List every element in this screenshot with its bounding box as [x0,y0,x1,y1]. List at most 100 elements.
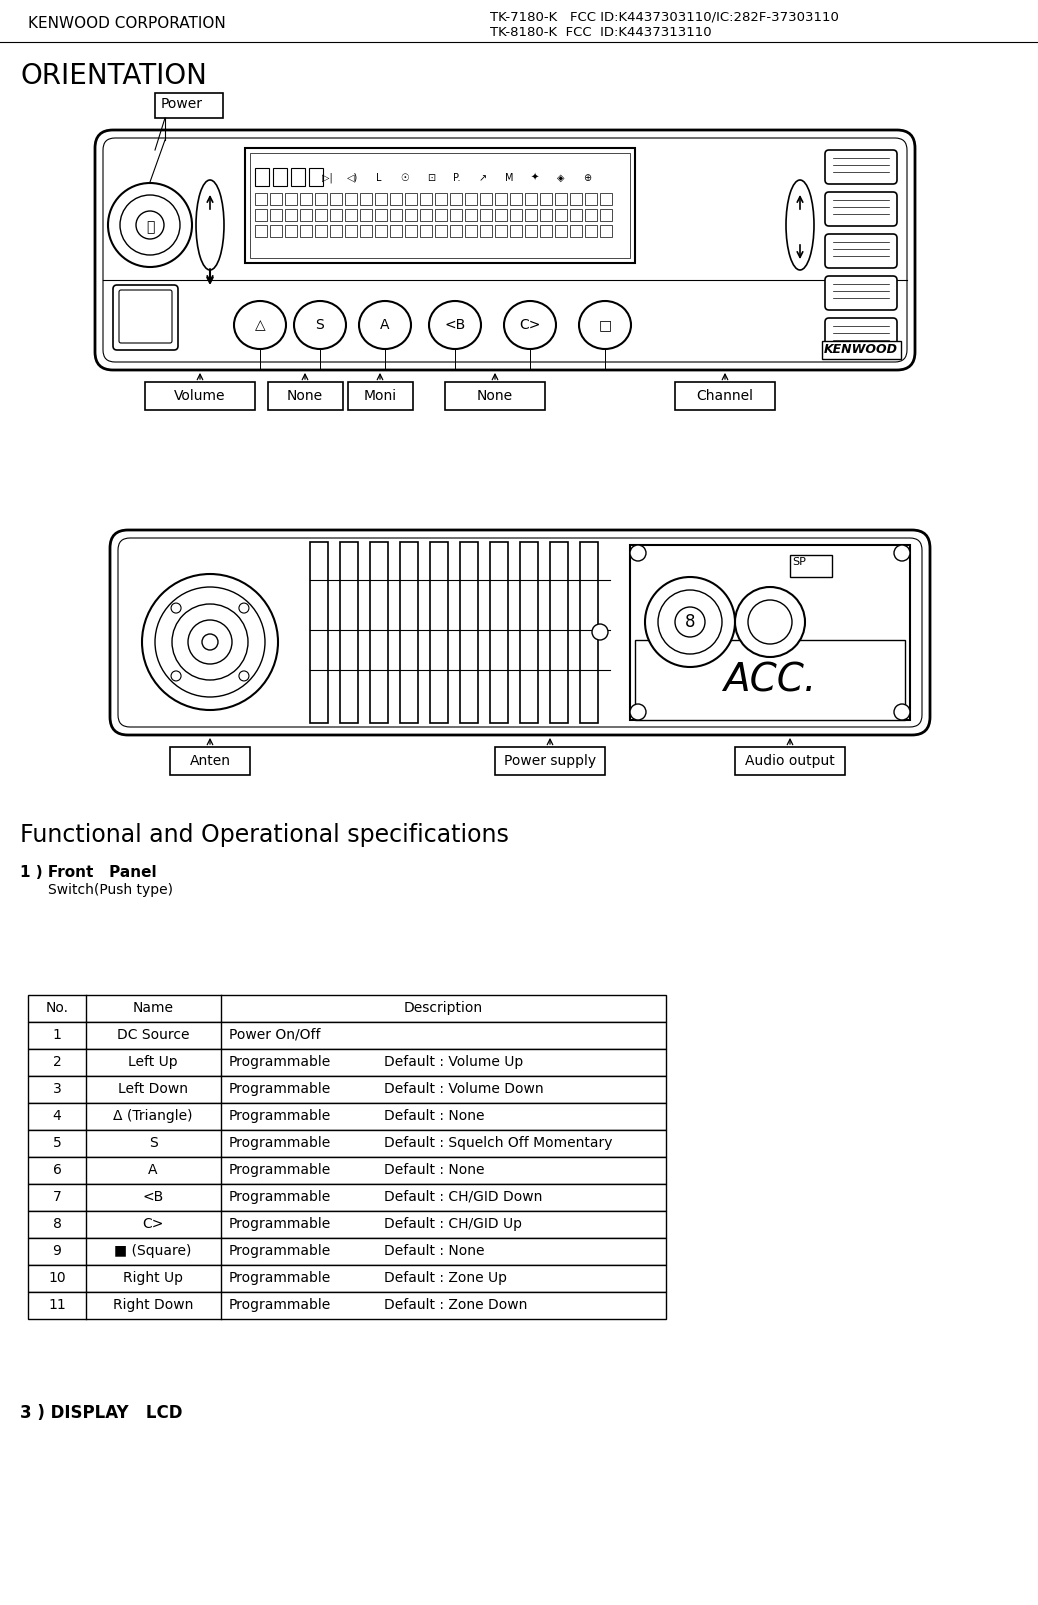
Bar [420,209,432,221]
Bar [495,225,507,238]
Circle shape [136,210,164,239]
Bar [28,995,666,1022]
Text: 4: 4 [53,1109,61,1123]
Bar [285,193,297,205]
Circle shape [142,575,278,709]
Bar [330,209,342,221]
Bar [450,209,462,221]
Bar [525,209,537,221]
Text: Anten: Anten [190,754,230,769]
Bar [28,1292,666,1319]
Bar [495,746,605,775]
Text: <B: <B [444,318,466,332]
Text: P.: P. [454,173,461,183]
Bar [270,193,282,205]
Ellipse shape [234,302,286,348]
Text: TK-8180-K  FCC  ID:K4437313110: TK-8180-K FCC ID:K4437313110 [490,26,712,39]
Bar [495,209,507,221]
Text: Programmable: Programmable [229,1109,331,1123]
Circle shape [171,671,181,681]
Bar [435,193,447,205]
Text: Default : None: Default : None [384,1244,485,1258]
Text: □: □ [599,318,611,332]
Circle shape [172,603,248,681]
Bar [270,225,282,238]
Bar [405,209,417,221]
Bar [309,169,323,186]
Bar [268,382,343,409]
Text: No.: No. [46,1002,69,1014]
Circle shape [171,603,181,613]
Text: 5: 5 [53,1136,61,1151]
Text: ☉: ☉ [401,173,409,183]
Bar [390,225,402,238]
Bar [300,193,312,205]
Bar [360,225,372,238]
Bar [585,225,597,238]
FancyBboxPatch shape [118,538,922,727]
Text: ↗: ↗ [479,173,487,183]
Text: Programmable: Programmable [229,1136,331,1151]
Ellipse shape [786,180,814,270]
Text: S: S [148,1136,158,1151]
Bar [450,193,462,205]
Bar [430,542,448,722]
Bar [540,193,552,205]
Text: Default : Volume Up: Default : Volume Up [384,1054,523,1069]
Text: Default : Volume Down: Default : Volume Down [384,1082,544,1096]
Text: Functional and Operational specifications: Functional and Operational specification… [20,823,509,847]
Ellipse shape [579,302,631,348]
Text: Power supply: Power supply [503,754,596,769]
Bar [250,152,630,258]
Ellipse shape [429,302,481,348]
Bar [145,382,255,409]
Bar [345,193,357,205]
Text: ⏻: ⏻ [145,220,155,234]
Bar [510,225,522,238]
Bar [570,225,582,238]
Text: ■ (Square): ■ (Square) [114,1244,192,1258]
FancyBboxPatch shape [95,130,916,371]
Text: Programmable: Programmable [229,1189,331,1204]
Text: Audio output: Audio output [745,754,835,769]
Bar [348,382,413,409]
Bar [360,193,372,205]
Text: Default : Squelch Off Momentary: Default : Squelch Off Momentary [384,1136,612,1151]
Text: Programmable: Programmable [229,1054,331,1069]
Bar [370,542,388,722]
Bar [465,193,477,205]
Bar [315,209,327,221]
Bar [375,209,387,221]
Bar [600,225,612,238]
Text: C>: C> [519,318,541,332]
Bar [540,225,552,238]
Text: None: None [476,388,513,403]
Bar [360,209,372,221]
Text: A: A [380,318,389,332]
Bar [310,542,328,722]
Text: <B: <B [142,1189,164,1204]
Bar [555,225,567,238]
Bar [255,169,269,186]
Text: Right Down: Right Down [113,1298,193,1311]
FancyBboxPatch shape [113,286,177,350]
Ellipse shape [504,302,556,348]
Text: ORIENTATION: ORIENTATION [20,63,207,90]
Text: 11: 11 [48,1298,65,1311]
FancyBboxPatch shape [825,193,897,226]
Bar [480,225,492,238]
Text: Left Up: Left Up [128,1054,177,1069]
Text: Name: Name [133,1002,173,1014]
Bar [495,193,507,205]
Bar [405,193,417,205]
Bar [525,193,537,205]
Text: Power: Power [161,96,203,111]
Text: Δ (Triangle): Δ (Triangle) [113,1109,193,1123]
Bar [550,542,568,722]
Text: ◈: ◈ [557,173,565,183]
Bar [28,1022,666,1050]
Text: △: △ [254,318,266,332]
Bar [420,193,432,205]
Circle shape [592,624,608,640]
Bar [580,542,598,722]
